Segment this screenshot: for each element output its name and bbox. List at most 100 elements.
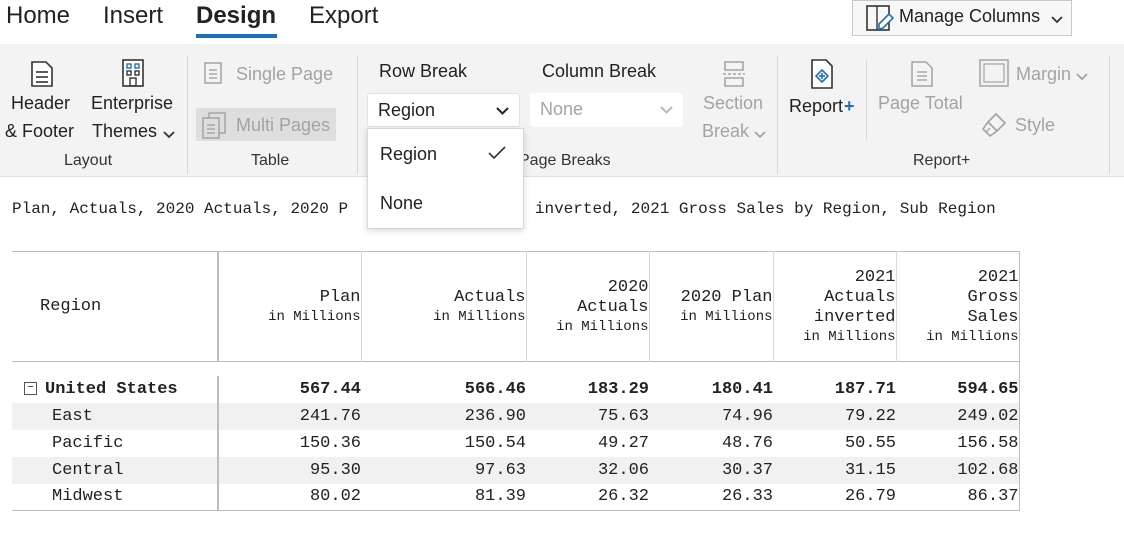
report-subtitle: Plan, Actuals, 2020 Actuals, 2020 P ls in… bbox=[12, 200, 996, 218]
2021-gross-sales-cell: 249.02 bbox=[896, 402, 1020, 430]
tab-design[interactable]: Design bbox=[196, 2, 277, 29]
column-header-2020-plan[interactable]: 2020 Plan in Millions bbox=[648, 251, 773, 362]
single-page-label: Single Page bbox=[236, 64, 334, 84]
2020-plan-cell: 26.33 bbox=[721, 487, 773, 507]
column-break-label: Column Break bbox=[542, 61, 657, 81]
report-plus-sign: + bbox=[844, 96, 855, 116]
column-header-2021-gross-sales[interactable]: 2021 Gross Sales in Millions bbox=[895, 251, 1020, 362]
header-row: Region Plan in Millions Actuals in Million… bbox=[12, 251, 1020, 362]
2020-plan-cell: 74.96 bbox=[649, 402, 773, 430]
report-subtitle-right: ls inverted, 2021 Gross Sales by Region,… bbox=[506, 200, 996, 218]
actuals-cell: 97.63 bbox=[361, 456, 526, 484]
column-header-plan[interactable]: Plan in Millions bbox=[268, 287, 361, 325]
plan-cell: 241.76 bbox=[218, 402, 361, 430]
region-cell: East bbox=[12, 402, 219, 430]
row-break-select[interactable]: Region bbox=[367, 93, 520, 127]
dropdown-option-none[interactable]: None bbox=[380, 193, 424, 213]
actuals-cell: 566.46 bbox=[464, 379, 526, 399]
group-label-table: Table bbox=[251, 152, 290, 169]
style-label: Style bbox=[1015, 115, 1056, 135]
2020-actuals-cell: 183.29 bbox=[587, 379, 649, 399]
chevron-down-icon bbox=[1051, 12, 1063, 30]
plan-cell: 150.36 bbox=[299, 433, 361, 453]
2021-actuals-inverted-cell: 79.22 bbox=[773, 402, 896, 430]
tab-home[interactable]: Home bbox=[6, 2, 71, 29]
ribbon-divider bbox=[777, 56, 778, 174]
report-table: Region Plan in Millions Actuals in Million… bbox=[12, 251, 1020, 511]
2020-plan-cell: 180.41 bbox=[711, 379, 773, 399]
edit-columns-icon bbox=[865, 3, 895, 38]
region-cell: Pacific bbox=[12, 429, 219, 457]
2021-gross-sales-cell: 156.58 bbox=[896, 429, 1020, 457]
table-row: East 241.76 236.90 75.63 74.96 79.22 249… bbox=[12, 402, 1020, 430]
single-page-icon bbox=[203, 61, 223, 90]
2020-plan-cell: 30.37 bbox=[649, 456, 773, 484]
page-total-icon bbox=[910, 60, 934, 93]
multi-pages-icon bbox=[200, 111, 228, 144]
header-footer-label-line1: Header bbox=[11, 93, 71, 113]
dropdown-option-region[interactable]: Region bbox=[380, 144, 438, 164]
margin-icon bbox=[979, 59, 1009, 92]
report-plus-label: Report bbox=[789, 96, 844, 116]
plan-cell: 567.44 bbox=[299, 379, 361, 399]
row-break-label: Row Break bbox=[379, 61, 468, 81]
chevron-down-icon bbox=[660, 102, 673, 120]
region-cell: Central bbox=[12, 456, 219, 484]
section-break-label-line1: Section bbox=[703, 93, 764, 113]
ribbon-divider bbox=[1109, 56, 1110, 174]
plan-cell: 80.02 bbox=[309, 487, 361, 507]
2021-actuals-inverted-cell: 26.79 bbox=[844, 487, 896, 507]
table-row: Pacific 150.36 150.54 49.27 48.76 50.55 … bbox=[12, 429, 1020, 457]
actuals-cell: 236.90 bbox=[361, 402, 526, 430]
report-subtitle-left: Plan, Actuals, 2020 Actuals, 2020 P bbox=[12, 200, 349, 218]
column-header-actuals[interactable]: Actuals in Millions bbox=[360, 251, 526, 362]
multi-pages-label: Multi Pages bbox=[236, 115, 331, 135]
ribbon-divider bbox=[866, 60, 867, 140]
table-row: − United States 567.44 566.46 183.29 180.… bbox=[12, 375, 1020, 403]
column-header-2021-actuals-inverted[interactable]: 2021 Actuals inverted in Millions bbox=[772, 251, 896, 362]
tab-export[interactable]: Export bbox=[309, 2, 379, 29]
2020-plan-cell: 48.76 bbox=[721, 433, 773, 453]
enterprise-themes-label-line2: Themes bbox=[92, 121, 158, 141]
column-break-select[interactable]: None bbox=[530, 93, 683, 127]
table-row: Midwest 80.02 81.39 26.32 26.33 26.79 86… bbox=[12, 483, 1020, 511]
plan-cell: 95.30 bbox=[218, 456, 361, 484]
group-label-page-breaks: Page Breaks bbox=[519, 152, 611, 169]
2020-actuals-cell: 75.63 bbox=[526, 402, 649, 430]
active-tab-indicator bbox=[196, 34, 277, 38]
chevron-down-icon bbox=[1076, 69, 1088, 87]
column-break-value: None bbox=[540, 99, 584, 119]
chevron-down-icon bbox=[754, 127, 766, 145]
2020-actuals-cell: 49.27 bbox=[597, 433, 649, 453]
2021-gross-sales-cell: 86.37 bbox=[896, 483, 1020, 511]
document-header-icon bbox=[30, 60, 54, 93]
2020-actuals-cell: 32.06 bbox=[526, 456, 649, 484]
manage-columns-label: Manage Columns bbox=[899, 6, 1041, 26]
tab-insert[interactable]: Insert bbox=[103, 2, 164, 29]
report-plus-icon bbox=[808, 58, 836, 95]
ribbon-divider bbox=[187, 56, 188, 174]
2020-actuals-cell: 26.32 bbox=[597, 487, 649, 507]
column-header-2020-actuals[interactable]: 2020 Actuals in Millions bbox=[525, 251, 649, 362]
paintbrush-icon bbox=[980, 111, 1008, 144]
column-header-region[interactable]: Region bbox=[12, 251, 219, 362]
2021-actuals-inverted-cell: 31.15 bbox=[773, 456, 896, 484]
multi-pages-button[interactable]: Multi Pages bbox=[196, 108, 336, 141]
grid-building-icon bbox=[120, 58, 146, 93]
row-break-dropdown-menu: Region None bbox=[367, 128, 524, 229]
group-label-report-plus: Report+ bbox=[913, 152, 971, 169]
section-break-label-line2: Break bbox=[702, 121, 750, 141]
collapse-icon[interactable]: − bbox=[24, 381, 37, 395]
2021-actuals-inverted-cell: 50.55 bbox=[844, 433, 896, 453]
actuals-cell: 81.39 bbox=[474, 487, 526, 507]
2021-gross-sales-cell: 594.65 bbox=[896, 375, 1020, 403]
table-row: Central 95.30 97.63 32.06 30.37 31.15 10… bbox=[12, 456, 1020, 484]
header-footer-label-line2: & Footer bbox=[5, 121, 75, 141]
manage-columns-button[interactable]: Manage Columns bbox=[852, 0, 1072, 36]
2021-gross-sales-cell: 102.68 bbox=[896, 456, 1020, 484]
region-cell: Midwest bbox=[12, 483, 219, 511]
region-cell[interactable]: − United States bbox=[12, 375, 219, 403]
chevron-down-icon bbox=[496, 103, 509, 121]
ribbon-divider bbox=[357, 56, 358, 174]
header-spacer-row bbox=[12, 361, 1020, 376]
